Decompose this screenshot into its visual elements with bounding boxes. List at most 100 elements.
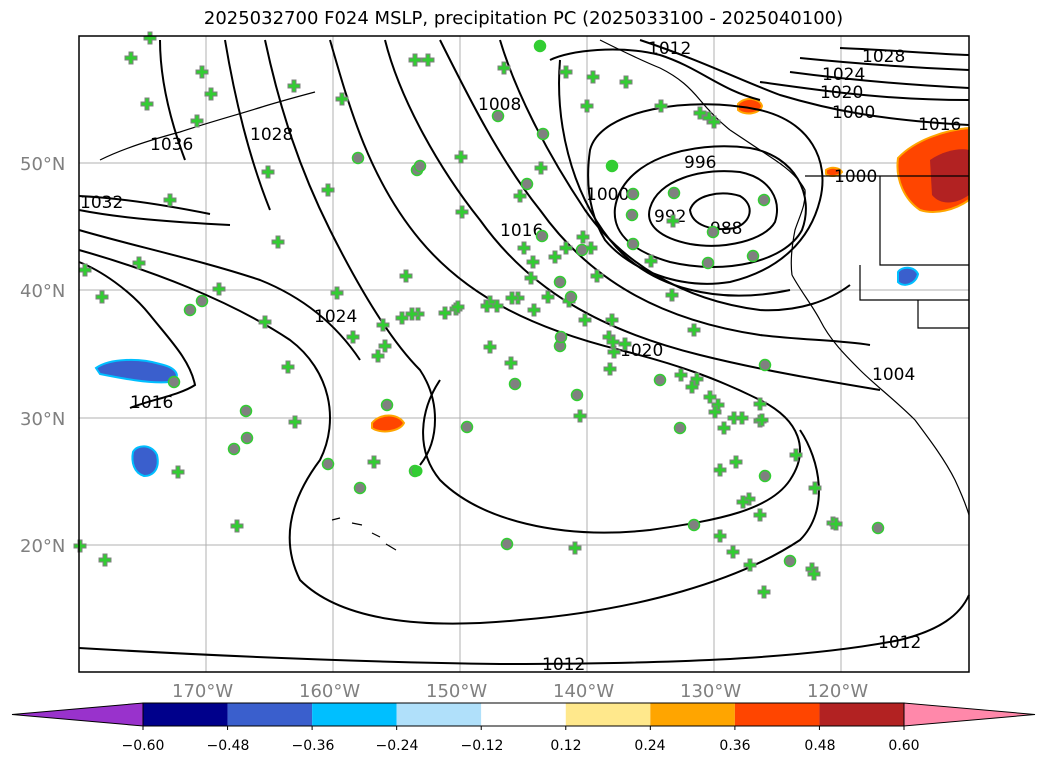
station-plus-marker	[163, 193, 177, 207]
station-plus-marker	[586, 70, 600, 84]
station-circle-marker-bright	[606, 160, 618, 172]
station-plus-marker	[454, 150, 468, 164]
station-circle-marker	[626, 237, 640, 251]
station-plus-marker	[808, 481, 822, 495]
isobar-1028	[78, 39, 970, 226]
station-plus-marker	[590, 269, 604, 283]
colorbar-extend-high	[903, 702, 1036, 727]
station-plus-marker	[559, 241, 573, 255]
lat-axis: 50°N 40°N 30°N 20°N	[20, 154, 65, 557]
colorbar-bin	[650, 703, 735, 726]
station-plus-marker	[78, 263, 92, 277]
station-plus-marker	[371, 349, 385, 363]
precip-blob-nevada	[897, 266, 920, 286]
station-plus-marker	[281, 360, 295, 374]
precip-blob-small-orange	[825, 166, 844, 178]
isobar-labels: 1012 1028 1024 1020 1008 1016 1036 1028 …	[80, 39, 961, 675]
station-plus-marker	[735, 411, 749, 425]
isobar-label: 1020	[820, 83, 863, 103]
map-frame	[78, 35, 970, 673]
station-circle-marker	[491, 109, 505, 123]
station-circle-marker	[871, 521, 885, 535]
station-plus-marker	[685, 380, 699, 394]
station-circle-marker	[351, 151, 365, 165]
station-plus-marker	[605, 313, 619, 327]
station-plus-marker	[576, 230, 590, 244]
station-plus-marker	[480, 299, 494, 313]
lon-axis: 170°W 160°W 150°W 140°W 130°W 120°W	[172, 681, 868, 702]
station-circle-marker	[564, 290, 578, 304]
station-circle-marker	[321, 457, 335, 471]
station-circle-marker	[536, 127, 550, 141]
station-circle-marker	[575, 243, 589, 257]
isobar-label: 1016	[130, 393, 173, 413]
colorbar-bin	[565, 703, 651, 726]
station-circle-marker	[570, 388, 584, 402]
station-plus-marker	[483, 340, 497, 354]
isobar-1032	[78, 195, 211, 215]
station-plus-marker	[287, 79, 301, 93]
isobar-label: 1000	[832, 103, 875, 123]
isobar-label: 1008	[478, 95, 521, 115]
station-plus-marker	[395, 311, 409, 325]
station-plus-marker	[497, 61, 511, 75]
isobar-label: 996	[684, 153, 716, 173]
station-plus-marker	[132, 256, 146, 270]
isobars	[78, 39, 970, 666]
station-plus-marker	[618, 337, 632, 351]
station-circle-marker	[227, 442, 241, 456]
station-plus-marker	[687, 323, 701, 337]
station-plus-marker	[190, 114, 204, 128]
station-plus-marker	[603, 362, 617, 376]
station-plus-marker	[580, 99, 594, 113]
station-plus-marker	[330, 286, 344, 300]
map-title: 2025032700 F024 MSLP, precipitation PC (…	[203, 8, 844, 29]
gridlines	[79, 36, 969, 672]
lon-label: 140°W	[553, 681, 614, 702]
isobar-low-992	[648, 170, 778, 247]
colorbar-tick-label: 0.48	[804, 738, 835, 754]
station-circle-marker	[746, 249, 760, 263]
colorbar-tick-label: 0.12	[550, 738, 581, 754]
station-plus-marker	[504, 356, 518, 370]
coastlines	[99, 39, 970, 551]
station-circle-marker	[239, 404, 253, 418]
station-plus-marker	[204, 87, 218, 101]
station-plus-marker	[829, 517, 843, 531]
station-plus-marker	[143, 31, 157, 45]
isobar-label: 1024	[314, 307, 357, 327]
station-circle-marker	[183, 303, 197, 317]
isobar-1012-north	[439, 39, 970, 346]
station-plus-marker	[726, 545, 740, 559]
station-plus-marker	[757, 585, 771, 599]
station-plus-marker	[573, 409, 587, 423]
station-plus-marker	[527, 303, 541, 317]
colorbar-ticks: −0.60 −0.48 −0.36 −0.24 −0.12 0.12 0.24 …	[122, 738, 920, 754]
station-plus-marker	[534, 161, 548, 175]
colorbar-tick-label: −0.60	[122, 738, 165, 754]
station-circle-marker	[508, 377, 522, 391]
colorbar	[11, 702, 1036, 730]
station-circle-marker	[701, 256, 715, 270]
station-circle-marker	[413, 159, 427, 173]
station-circle-marker	[195, 294, 209, 308]
lon-label: 130°W	[680, 681, 741, 702]
station-plus-marker	[568, 541, 582, 555]
station-circle-marker	[653, 373, 667, 387]
station-plus-marker	[321, 183, 335, 197]
station-plus-marker	[674, 368, 688, 382]
station-circle-marker	[460, 420, 474, 434]
station-plus-marker	[541, 290, 555, 304]
isobar-label: 1016	[918, 115, 961, 135]
station-plus-marker	[606, 335, 620, 349]
station-plus-marker	[524, 271, 538, 285]
station-plus-marker	[526, 255, 540, 269]
colorbar-tick-label: −0.24	[376, 738, 419, 754]
station-plus-marker	[517, 241, 531, 255]
isobar-label: 1012	[878, 633, 921, 653]
station-circle-marker	[240, 431, 254, 445]
station-plus-marker	[713, 529, 727, 543]
colorbar-bin	[819, 703, 904, 726]
station-plus-marker	[230, 519, 244, 533]
colorbar-bin	[227, 703, 313, 726]
